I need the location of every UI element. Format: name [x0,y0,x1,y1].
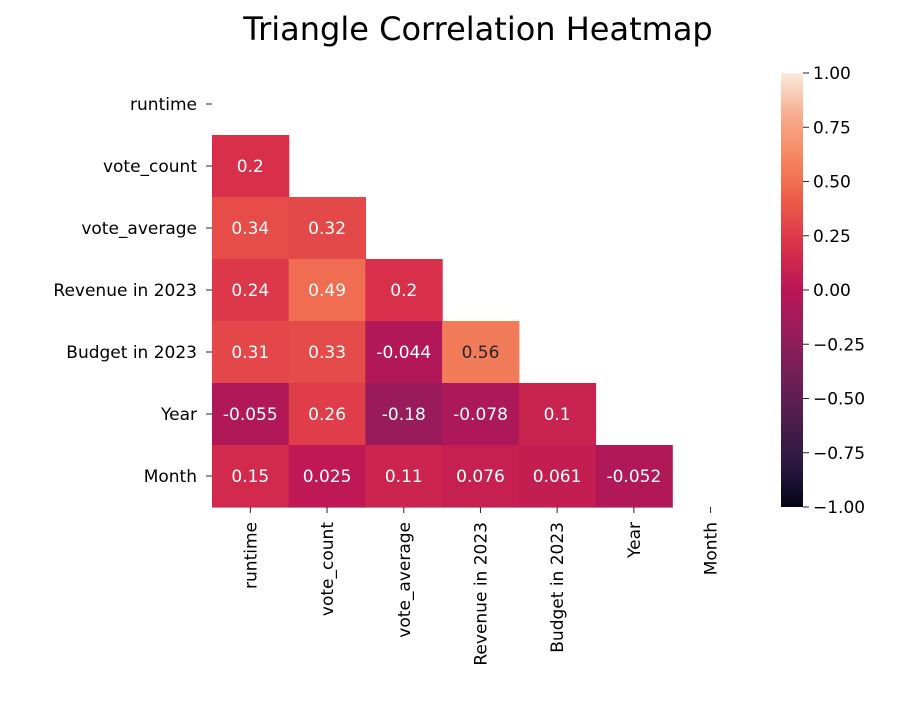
cell-value-label: 0.56 [462,343,500,363]
colorbar-tick-label: 0.50 [813,173,851,193]
x-tick-label: Month [702,522,722,575]
cell-value-label: 0.11 [385,467,423,487]
cell-value-label: 0.31 [231,343,269,363]
heatmap-cell [365,321,443,384]
colorbar-tick-label: −1.00 [813,498,865,518]
heatmap-cell [442,321,520,384]
heatmap-cell [518,383,597,446]
colorbar-tick-label: 0.25 [813,227,851,247]
heatmap-cell [212,383,290,446]
x-tick-label: Revenue in 2023 [471,522,491,666]
colorbar-tick-label: −0.75 [813,444,865,464]
cell-value-label: 0.26 [308,405,346,425]
heatmap-cell [288,197,366,260]
y-tick-label: Month [144,467,197,487]
heatmap-cell [288,445,366,508]
cell-value-label: 0.076 [456,467,505,487]
x-axis-tick-labels: runtime vote_count vote_average Revenue in … [241,507,722,666]
colorbar-tick-label: 1.00 [813,64,851,84]
colorbar-gradient [781,73,803,507]
colorbar: 1.00 0.75 0.50 0.25 0.00 −0.25 −0.50 −0.75 −1.00 [781,64,865,518]
x-tick-label: Year [625,522,645,559]
heatmap-cell [212,135,290,198]
cell-value-label: 0.32 [308,219,346,239]
x-tick-label: Budget in 2023 [548,522,568,653]
cell-value-label: -0.078 [453,405,508,425]
colorbar-tick-label: −0.50 [813,390,865,410]
cell-value-label: 0.2 [237,157,264,177]
heatmap-cell [518,445,597,508]
cell-value-label: 0.1 [544,405,571,425]
heatmap-cell [212,445,290,508]
heatmap-cell [365,259,443,322]
heatmap-cell [365,383,443,446]
y-tick-label: Revenue in 2023 [53,281,197,301]
heatmap-cell [212,321,290,384]
colorbar-tick-label: 0.75 [813,118,851,138]
chart-title: Triangle Correlation Heatmap [242,10,712,48]
colorbar-tick-label: −0.25 [813,335,865,355]
cell-value-label: 0.34 [231,219,269,239]
cell-value-label: 0.33 [308,343,346,363]
heatmap-cell [212,259,290,322]
cell-value-label: -0.18 [382,405,426,425]
heatmap-cell [442,445,520,508]
y-tick-label: vote_count [103,157,197,177]
heatmap-cell [212,197,290,260]
cell-value-label: 0.025 [303,467,352,487]
heatmap-cell [288,321,366,384]
heatmap-cell [288,259,366,322]
x-tick-label: runtime [241,522,261,589]
cell-value-label: 0.15 [231,467,269,487]
y-tick-label: Year [160,405,197,425]
cell-value-label: -0.055 [223,405,278,425]
heatmap-cell [595,445,673,508]
heatmap-cell [365,445,443,508]
y-tick-label: Budget in 2023 [66,343,197,363]
cell-value-label: -0.052 [606,467,661,487]
cell-value-label: 0.49 [308,281,346,301]
heatmap-cell [442,383,520,446]
heatmap-cells: 0.2 0.34 0.32 0.24 0.49 0.2 0.31 0.33 -0.044 0.56… [212,135,673,508]
cell-value-label: 0.2 [390,281,417,301]
x-tick-label: vote_count [318,522,338,616]
cell-value-label: 0.24 [231,281,269,301]
heatmap-cell [288,383,366,446]
y-axis-tick-labels: runtime vote_count vote_average Revenue in … [53,95,212,487]
y-tick-label: vote_average [81,219,197,239]
y-tick-label: runtime [130,95,197,115]
x-tick-label: vote_average [395,522,415,638]
cell-value-label: -0.044 [376,343,431,363]
colorbar-tick-label: 0.00 [813,281,851,301]
cell-value-label: 0.061 [533,467,582,487]
